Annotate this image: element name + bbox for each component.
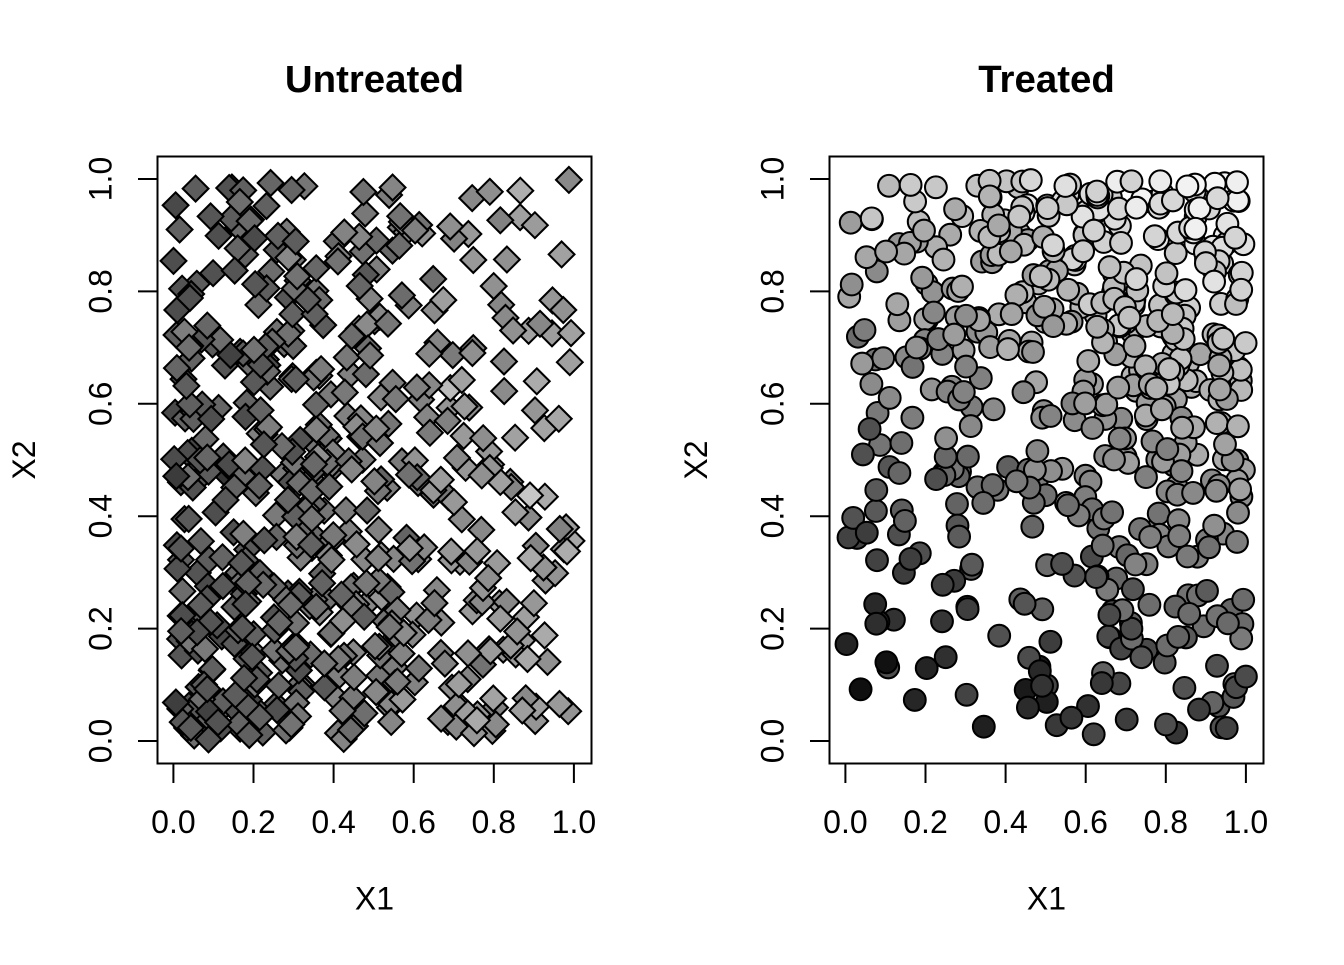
svg-text:0.0: 0.0 — [755, 719, 791, 763]
svg-text:0.8: 0.8 — [472, 804, 516, 840]
svg-text:1.0: 1.0 — [83, 157, 119, 201]
svg-text:0.8: 0.8 — [83, 269, 119, 313]
svg-text:0.2: 0.2 — [231, 804, 275, 840]
svg-text:0.4: 0.4 — [83, 494, 119, 538]
svg-text:X2: X2 — [678, 440, 714, 479]
svg-text:0.4: 0.4 — [311, 804, 355, 840]
svg-text:0.6: 0.6 — [83, 382, 119, 426]
svg-text:Untreated: Untreated — [285, 58, 464, 101]
svg-text:X2: X2 — [6, 440, 42, 479]
svg-text:X1: X1 — [355, 881, 394, 917]
svg-text:1.0: 1.0 — [755, 157, 791, 201]
svg-text:Treated: Treated — [978, 58, 1115, 101]
svg-text:1.0: 1.0 — [552, 804, 596, 840]
svg-text:0.6: 0.6 — [755, 382, 791, 426]
svg-text:0.2: 0.2 — [755, 606, 791, 650]
svg-text:1.0: 1.0 — [1224, 804, 1268, 840]
svg-text:0.6: 0.6 — [391, 804, 435, 840]
svg-text:0.4: 0.4 — [983, 804, 1027, 840]
svg-text:0.2: 0.2 — [903, 804, 947, 840]
svg-text:0.8: 0.8 — [755, 269, 791, 313]
svg-text:0.8: 0.8 — [1144, 804, 1188, 840]
svg-text:0.0: 0.0 — [823, 804, 867, 840]
svg-text:0.4: 0.4 — [755, 494, 791, 538]
svg-text:0.2: 0.2 — [83, 606, 119, 650]
svg-text:0.6: 0.6 — [1063, 804, 1107, 840]
svg-text:X1: X1 — [1027, 881, 1066, 917]
svg-text:0.0: 0.0 — [151, 804, 195, 840]
svg-text:0.0: 0.0 — [83, 719, 119, 763]
